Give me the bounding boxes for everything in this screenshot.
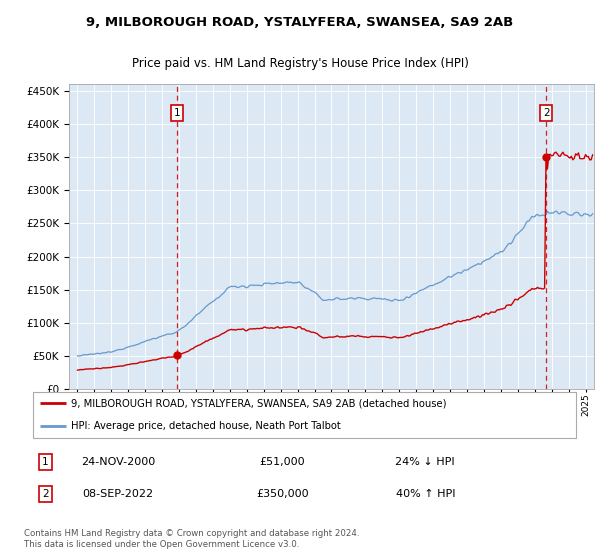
Text: Contains HM Land Registry data © Crown copyright and database right 2024.
This d: Contains HM Land Registry data © Crown c… [24, 529, 359, 549]
Text: £350,000: £350,000 [256, 489, 309, 500]
Text: £51,000: £51,000 [260, 457, 305, 467]
Text: 24-NOV-2000: 24-NOV-2000 [81, 457, 155, 467]
Text: 2: 2 [543, 108, 550, 118]
Text: 1: 1 [42, 457, 49, 467]
Text: 1: 1 [174, 108, 181, 118]
Text: 9, MILBOROUGH ROAD, YSTALYFERA, SWANSEA, SA9 2AB: 9, MILBOROUGH ROAD, YSTALYFERA, SWANSEA,… [86, 16, 514, 29]
Text: 9, MILBOROUGH ROAD, YSTALYFERA, SWANSEA, SA9 2AB (detached house): 9, MILBOROUGH ROAD, YSTALYFERA, SWANSEA,… [71, 398, 446, 408]
FancyBboxPatch shape [33, 393, 576, 437]
Text: Price paid vs. HM Land Registry's House Price Index (HPI): Price paid vs. HM Land Registry's House … [131, 57, 469, 70]
Text: 24% ↓ HPI: 24% ↓ HPI [395, 457, 455, 467]
Text: 40% ↑ HPI: 40% ↑ HPI [395, 489, 455, 500]
Text: 08-SEP-2022: 08-SEP-2022 [82, 489, 154, 500]
Text: HPI: Average price, detached house, Neath Port Talbot: HPI: Average price, detached house, Neat… [71, 421, 341, 431]
Text: 2: 2 [42, 489, 49, 500]
